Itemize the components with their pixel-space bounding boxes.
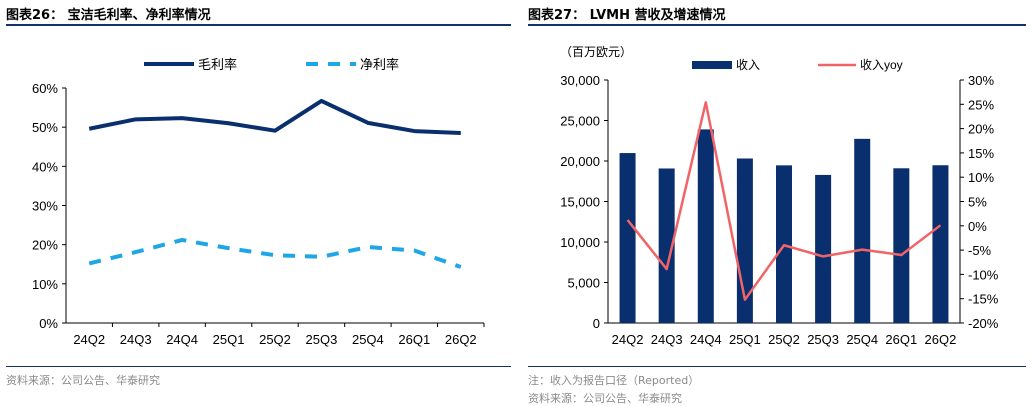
x-tick-label: 26Q2	[445, 332, 477, 347]
x-tick-label: 25Q3	[807, 332, 839, 347]
gross-margin-line	[89, 101, 461, 133]
x-tick-label: 24Q2	[612, 332, 644, 347]
y-right-tick-label: 0%	[968, 219, 987, 234]
y-right-tick-label: 25%	[968, 97, 994, 112]
y-right-tick-label: 30%	[968, 73, 994, 88]
source-note: 资料来源：公司公告、华泰研究	[6, 372, 160, 388]
y-right-tick-label: 15%	[968, 146, 994, 161]
footer-rule	[6, 366, 511, 367]
y-tick-label: 10%	[32, 277, 58, 292]
footer-rule	[528, 366, 1026, 367]
x-tick-label: 25Q2	[259, 332, 291, 347]
margin-line-chart: 0% 10% 20% 30% 40% 50% 60% 24Q2 24Q3 24Q4 25Q1 25Q2…	[0, 0, 515, 366]
x-tick-label: 25Q3	[306, 332, 338, 347]
y-left-tick-label: 5,000	[567, 276, 600, 291]
x-tick-label: 25Q4	[352, 332, 384, 347]
y-left-tick-label: 0	[593, 316, 600, 331]
revenue-combo-chart: （百万欧元） 0 5,000 10,000 15,000 20,000 25,000 30,0…	[522, 0, 1030, 366]
x-tick-label: 24Q4	[166, 332, 198, 347]
y-left-tick-label: 10,000	[560, 235, 600, 250]
source-note: 资料来源：公司公告、华泰研究	[528, 390, 682, 406]
legend-label: 毛利率	[198, 57, 237, 72]
revenue-bar	[620, 153, 636, 323]
net-margin-line	[89, 240, 461, 267]
x-tick-label: 24Q2	[73, 332, 105, 347]
x-tick-label: 24Q3	[120, 332, 152, 347]
y-right-tick-label: -20%	[968, 316, 999, 331]
x-tick-label: 24Q3	[651, 332, 683, 347]
y-left-tick-label: 20,000	[560, 154, 600, 169]
y-right-tick-label: 10%	[968, 170, 994, 185]
x-tick-label: 25Q1	[729, 332, 761, 347]
legend-revenue-label: 收入	[736, 58, 760, 72]
y-right-tick-label: 20%	[968, 122, 994, 137]
x-tick-label: 26Q1	[885, 332, 917, 347]
y-right-tick-label: 5%	[968, 195, 987, 210]
unit-label: （百万欧元）	[560, 45, 632, 59]
y-tick-label: 40%	[32, 159, 58, 174]
x-tick-label: 26Q2	[925, 332, 957, 347]
y-tick-label: 50%	[32, 120, 58, 135]
y-right-tick-label: -5%	[968, 243, 992, 258]
gross-net-margin-panel: 图表26： 宝洁毛利率、净利率情况 0%10%20%30%40%50%60%24…	[0, 0, 515, 403]
x-tick-label: 26Q1	[398, 332, 430, 347]
y-tick-label: 60%	[32, 81, 58, 96]
legend-yoy-label: 收入yoy	[860, 58, 903, 72]
x-tick-label: 25Q2	[768, 332, 800, 347]
revenue-bar	[815, 175, 831, 323]
y-tick-label: 20%	[32, 238, 58, 253]
y-tick-label: 30%	[32, 199, 58, 214]
revenue-bar	[893, 168, 909, 323]
revenue-bar	[932, 165, 948, 323]
x-tick-label: 25Q1	[213, 332, 245, 347]
note-text: 注：收入为报告口径（Reported）	[528, 372, 699, 388]
x-tick-label: 25Q4	[846, 332, 878, 347]
y-tick-label: 0%	[39, 316, 58, 331]
legend-revenue-swatch	[692, 61, 732, 69]
y-right-tick-label: -15%	[968, 292, 999, 307]
y-right-tick-label: -10%	[968, 267, 999, 282]
revenue-bar	[698, 129, 714, 323]
revenue-bar	[854, 139, 870, 323]
y-left-tick-label: 30,000	[560, 73, 600, 88]
y-left-tick-label: 15,000	[560, 195, 600, 210]
y-left-tick-label: 25,000	[560, 114, 600, 129]
x-tick-label: 24Q4	[690, 332, 722, 347]
legend-label: 净利率	[360, 57, 399, 72]
